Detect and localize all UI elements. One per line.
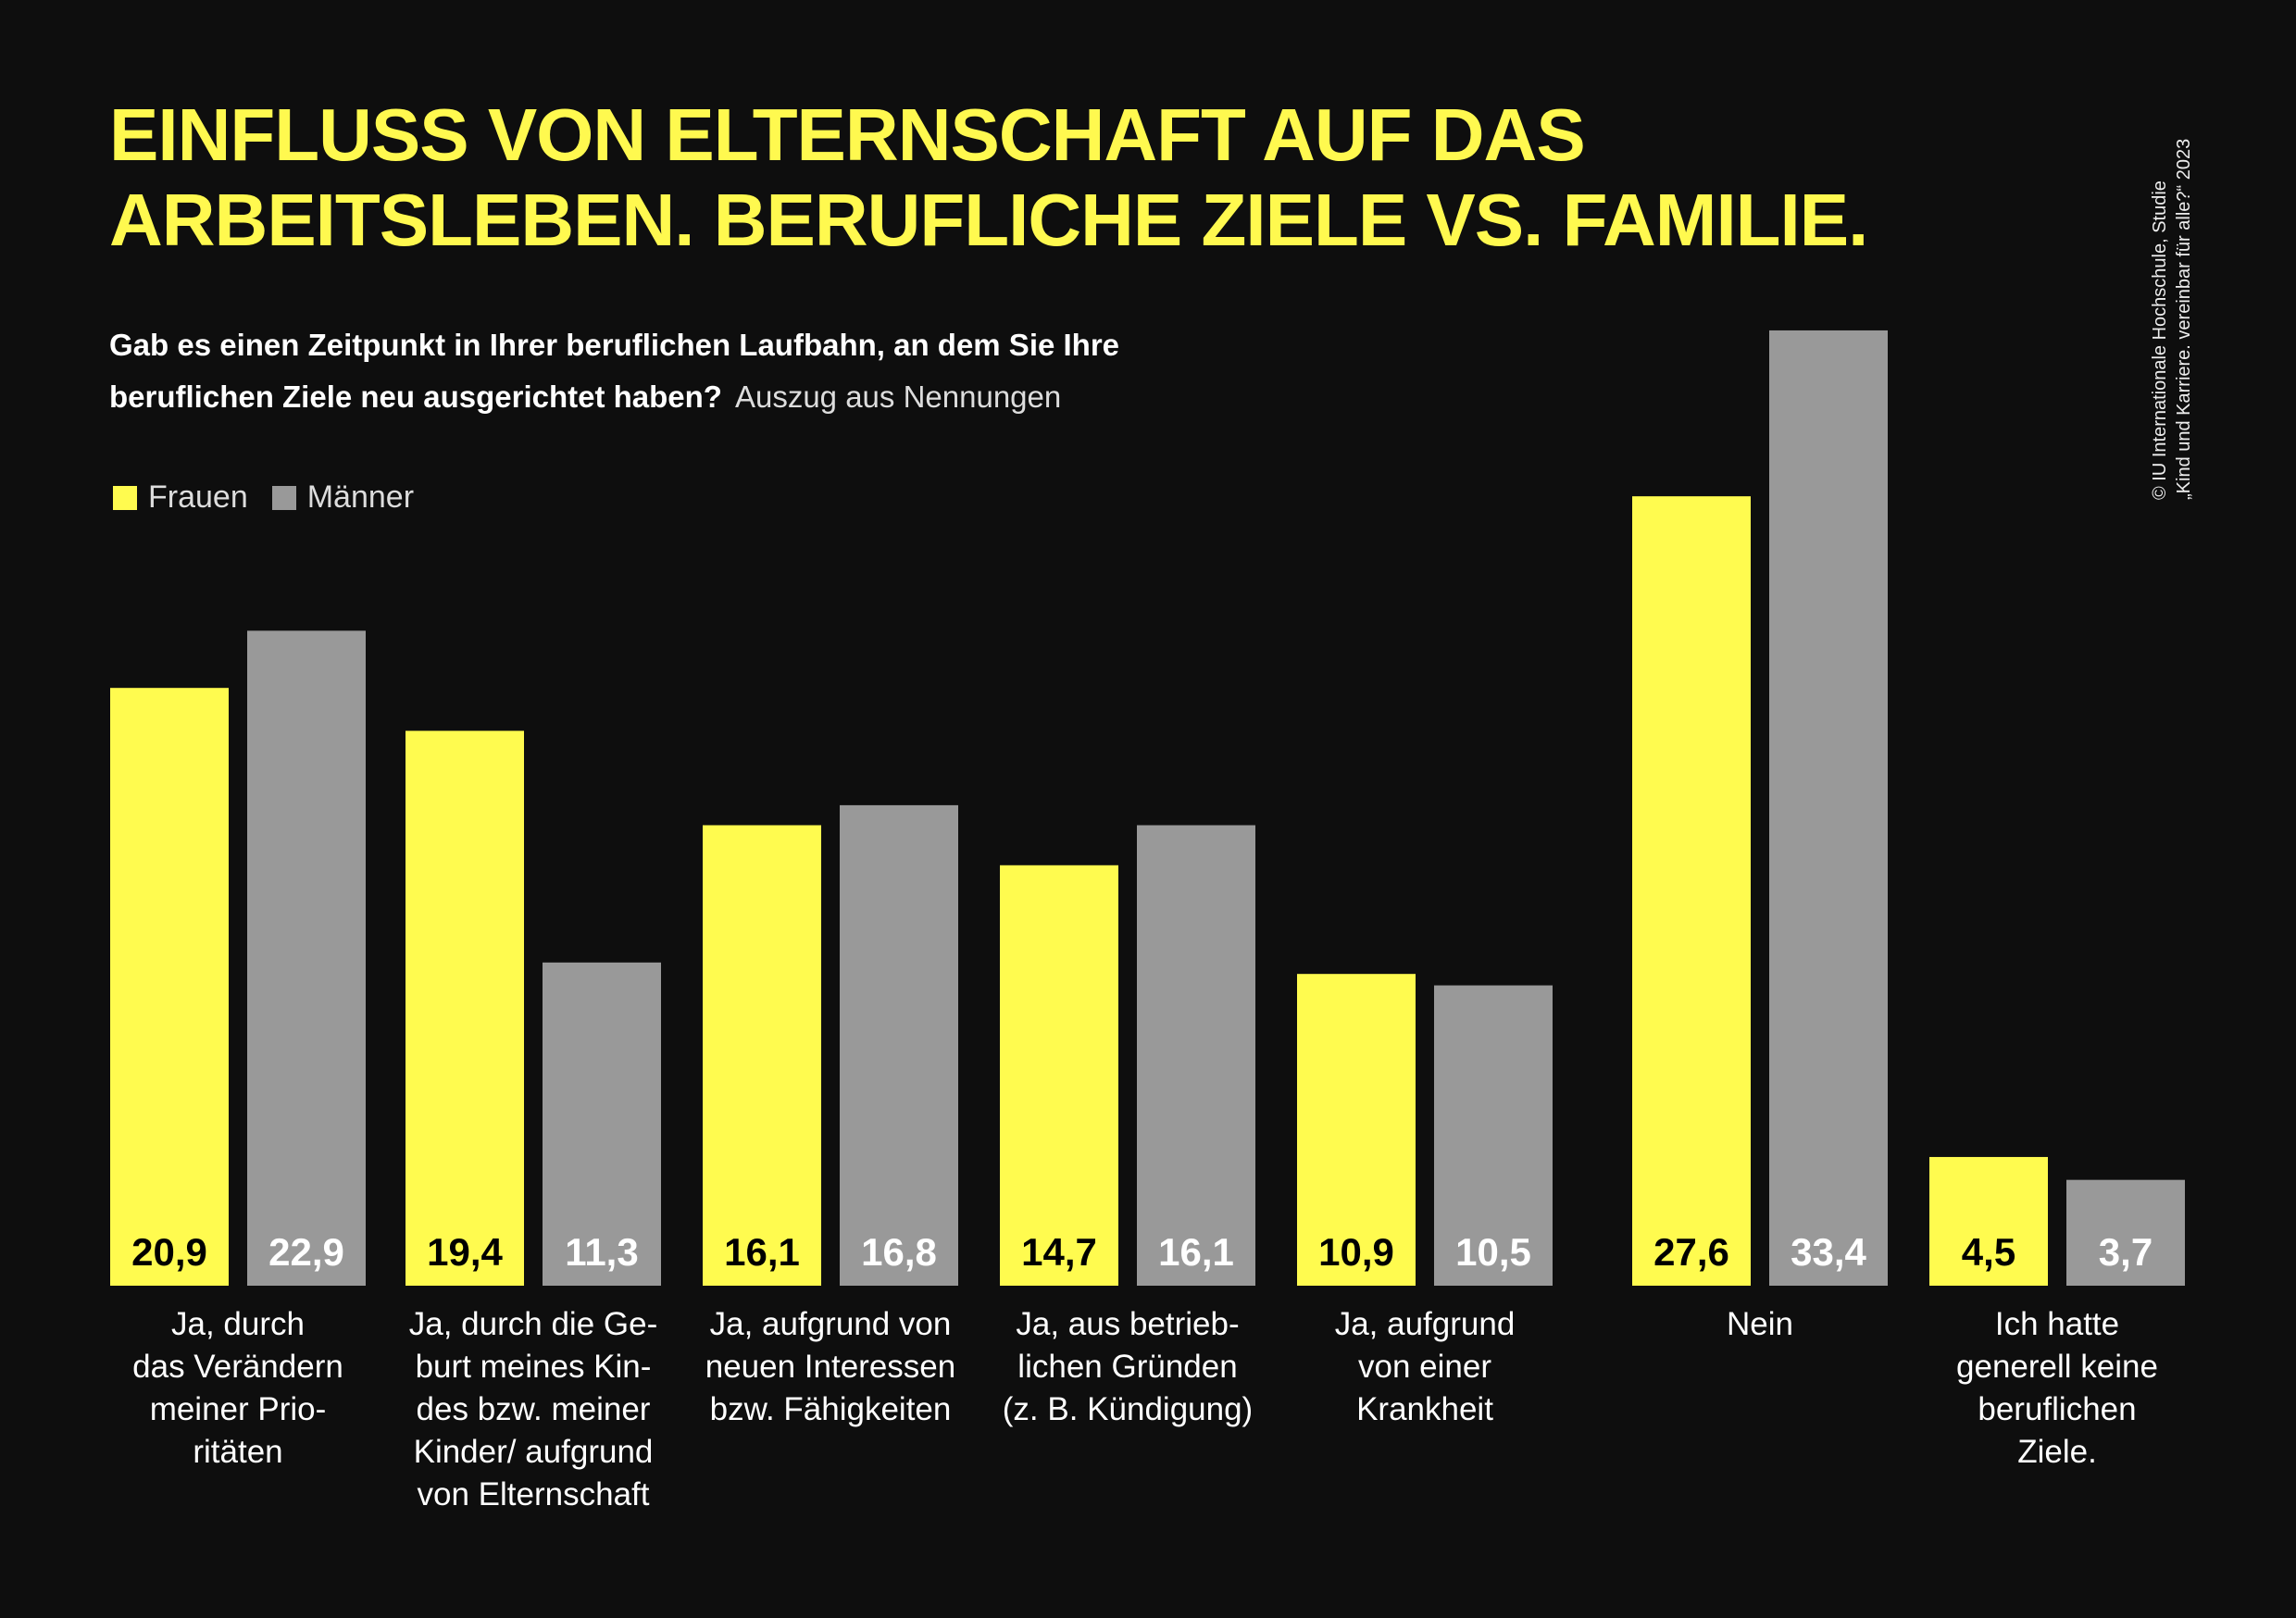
data-label: 10,5 [1455,1230,1531,1274]
category-label-line: Ziele. [2017,1434,2097,1470]
data-label: 4,5 [1962,1230,2015,1274]
legend-swatch-maenner [271,485,296,510]
data-label: 33,4 [1791,1230,1866,1274]
legend-item-maenner: Männer [271,479,415,516]
question-line: Gab es einen Zeitpunkt in Ihrer beruflic… [109,328,1120,362]
question-subtitle: Gab es einen Zeitpunkt in Ihrer beruflic… [109,319,1405,423]
category-label: Ja, aufgrund von neuen Interessen bzw. Fäh… [692,1303,969,1431]
bar-frauen [1000,865,1118,1286]
category-label-line: Krankheit [1356,1391,1493,1427]
category-label-line: bzw. Fähigkeiten [709,1391,952,1427]
bar-maenner [1434,985,1553,1286]
category-label-line: lichen Gründen [1017,1349,1238,1385]
legend-label: Frauen [148,479,248,515]
bar-frauen [703,825,821,1286]
bar-maenner [1769,330,1888,1287]
category-label-line: Ja, durch [171,1306,305,1342]
bar-frauen [1929,1156,2048,1286]
data-label: 14,7 [1021,1230,1097,1274]
category-label: Ja, aus betrieb-lichen Gründen (z. B. Kün… [989,1303,1267,1431]
bar-frauen [406,730,524,1286]
data-label: 16,1 [724,1230,800,1274]
legend: Frauen Männer [113,479,414,516]
category-label-line: von Elternschaft [417,1476,650,1512]
category-label-line: meiner Prio- [149,1391,327,1427]
category-label-line: neuen Interessen [705,1349,956,1385]
category-label-line: beruflichen [1978,1391,2137,1427]
legend-label: Männer [306,479,415,515]
category-label-line: ritäten [193,1434,283,1470]
legend-item-frauen: Frauen [113,479,248,516]
bar-maenner [1137,825,1255,1286]
bar-maenner [247,630,366,1286]
category-label-line: Ja, aus betrieb- [1016,1306,1240,1342]
data-label: 22,9 [268,1230,344,1274]
category-label: Ich hatte generell keine beruflichen Ziele. [1918,1303,2196,1474]
note-text: Auszug aus Nennungen [734,380,1062,414]
category-label-line: (z. B. Kündigung) [1002,1391,1254,1427]
bar-maenner [2066,1179,2185,1286]
data-label: 10,9 [1318,1230,1394,1274]
data-label: 19,4 [427,1230,503,1274]
legend-swatch-frauen [113,485,137,510]
chart-title: EINFLUSS VON ELTERNSCHAFT AUF DAS ARBEIT… [109,93,1868,263]
category-label-line: von einer [1358,1349,1491,1385]
category-label-line: Ja, aufgrund von [709,1306,952,1342]
category-label-line: Ja, aufgrund [1334,1306,1516,1342]
category-label-line: das Verändern [132,1349,343,1385]
category-label-line: des bzw. meiner [416,1391,651,1427]
category-label-line: generell keine [1956,1349,2158,1385]
bar-frauen [1632,496,1751,1286]
category-label-line: Kinder/ aufgrund [413,1434,654,1470]
category-label: Nein [1621,1303,1899,1346]
data-label: 16,8 [861,1230,937,1274]
question-line: beruflichen Ziele neu ausgerichtet haben… [109,380,722,414]
category-label: Ja, durch die Ge-burt meines Kin-des bzw… [394,1303,672,1516]
bar-maenner [840,804,958,1286]
data-label: 16,1 [1158,1230,1234,1274]
bar-frauen [110,688,229,1286]
data-label: 11,3 [565,1230,638,1274]
data-label: 27,6 [1653,1230,1729,1274]
category-label-line: burt meines Kin- [415,1349,652,1385]
category-label: Ja, aufgrund von einer Krankheit [1286,1303,1564,1431]
title-line: ARBEITSLEBEN. BERUFLICHE ZIELE VS. FAMIL… [109,179,1868,261]
category-label: Ja, durch das Verändern meiner Prio-ritäte… [99,1303,377,1474]
data-label: 3,7 [2099,1230,2152,1274]
category-label-line: Nein [1727,1306,1793,1342]
bar-maenner [543,962,661,1286]
category-label-line: Ja, durch die Ge- [408,1306,658,1342]
data-label: 20,9 [131,1230,207,1274]
bar-frauen [1297,974,1416,1286]
category-label-line: Ich hatte [1994,1306,2120,1342]
title-line: EINFLUSS VON ELTERNSCHAFT AUF DAS [109,93,1586,176]
